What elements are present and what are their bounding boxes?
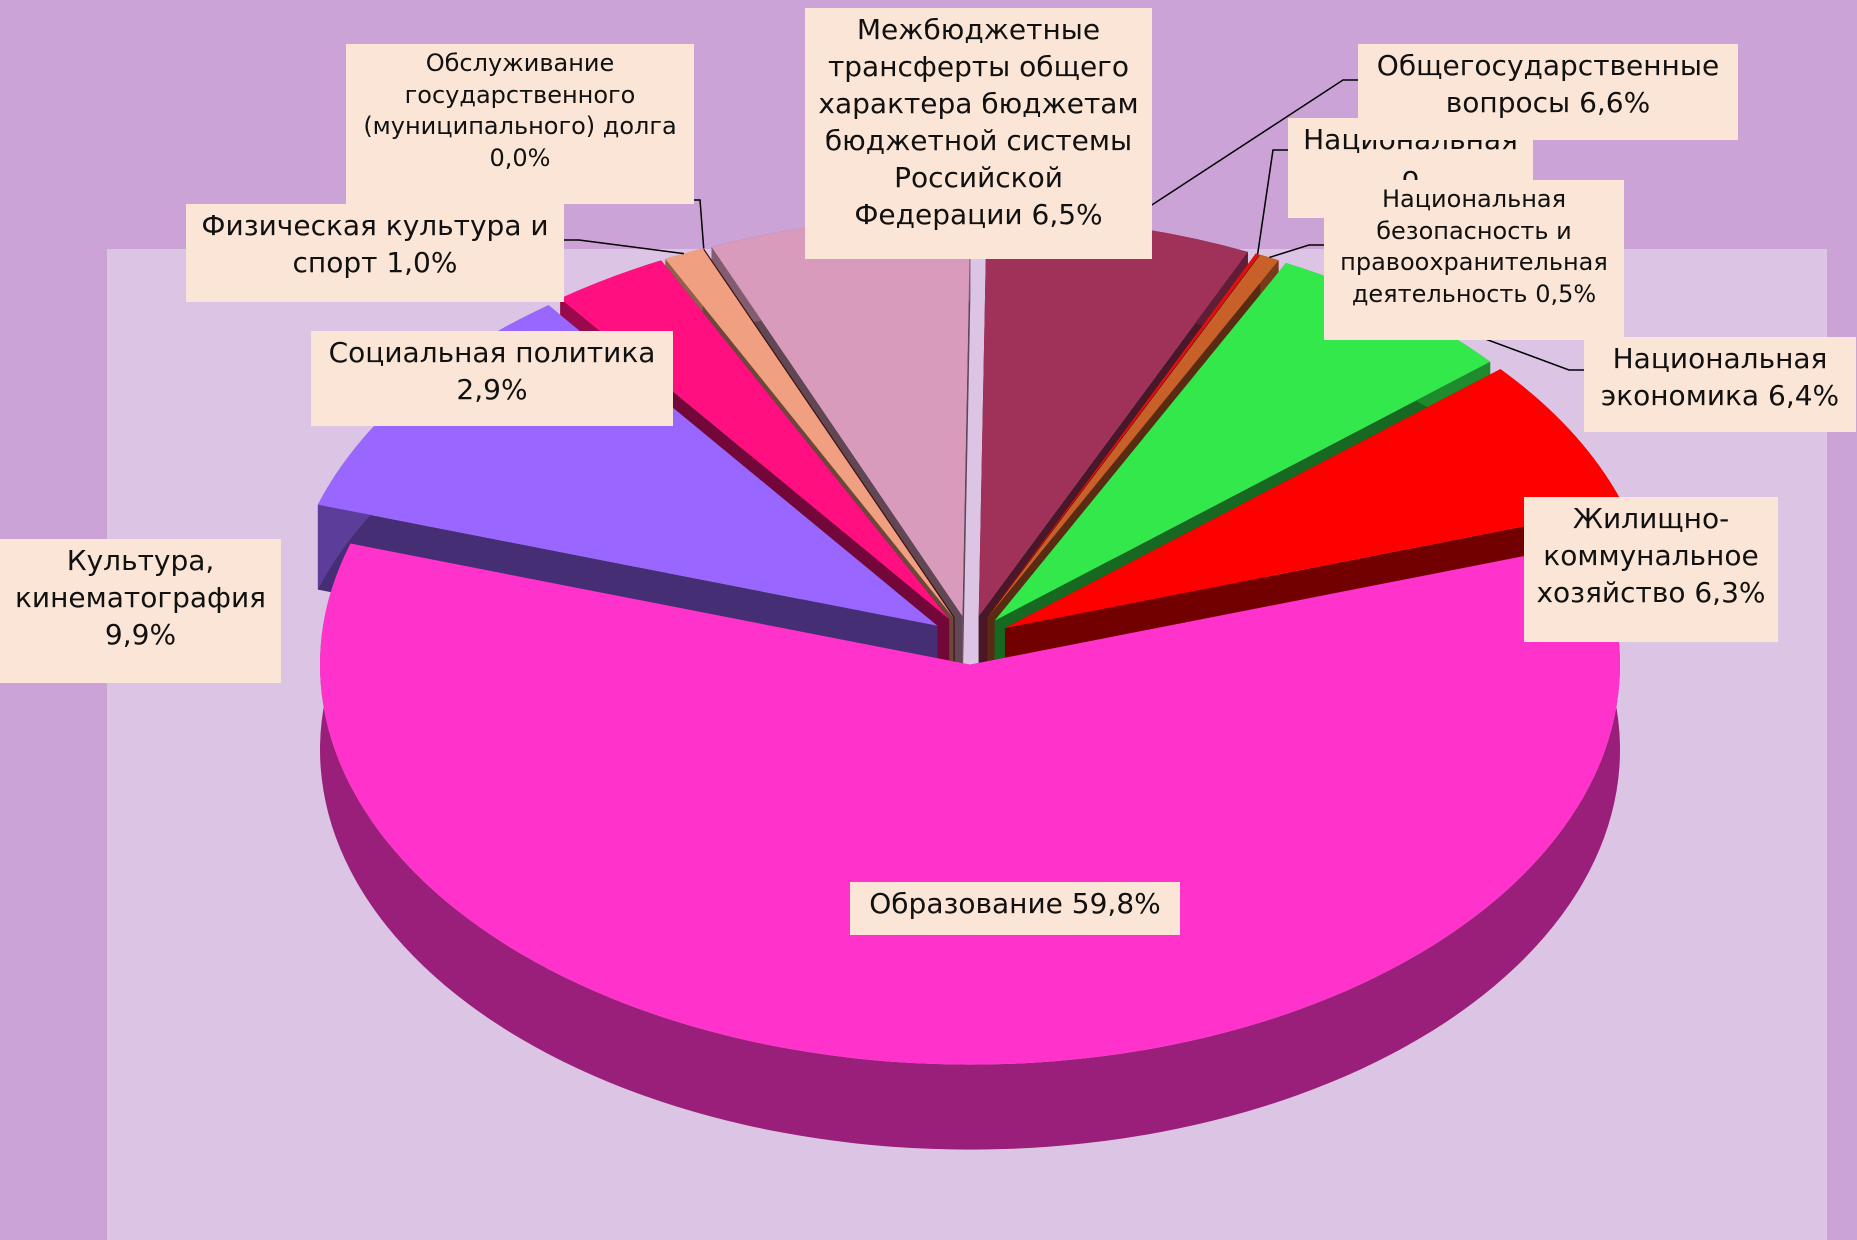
- data-label: Национальная экономика 6,4%: [1584, 337, 1856, 432]
- slice: [994, 263, 1491, 621]
- category-name: Межбюджетные трансферты общего характера…: [818, 13, 1139, 231]
- leader-line: [1119, 79, 1358, 227]
- slice: [711, 215, 971, 616]
- data-label: Образование 59,8%: [850, 882, 1180, 935]
- slice-side: [962, 215, 971, 701]
- value-label: 0,0%: [489, 144, 551, 173]
- category-name: Социальная политика: [328, 336, 656, 369]
- value-label: 6,5%: [1031, 197, 1103, 231]
- leader-line: [564, 239, 684, 255]
- leader-line: [685, 199, 705, 249]
- category-name: Культура, кинематография: [15, 544, 266, 614]
- value-label: 6,6%: [1579, 85, 1651, 119]
- category-name: Физическая культура и спорт: [201, 209, 549, 279]
- value-label: 6,3%: [1694, 575, 1766, 609]
- slice: [703, 248, 955, 618]
- category-name: Общегосударственные вопросы: [1376, 49, 1720, 119]
- value-label: 1,0%: [386, 245, 458, 279]
- category-name: Жилищно-коммунальное хозяйство: [1536, 502, 1759, 609]
- data-label: Жилищно-коммунальное хозяйство 6,3%: [1524, 497, 1778, 642]
- leader-line: [1269, 244, 1324, 259]
- data-label: Физическая культура и спорт 1,0%: [186, 204, 564, 302]
- slice: [987, 254, 1279, 618]
- slice: [320, 543, 1621, 1065]
- value-label: 6,4%: [1768, 378, 1840, 412]
- slice: [978, 216, 1248, 616]
- data-label: Национальная безопасность и правоохранит…: [1324, 180, 1624, 340]
- data-label: Межбюджетные трансферты общего характера…: [805, 8, 1152, 259]
- category-name: Обслуживание государственного (муниципал…: [363, 49, 677, 141]
- leader-line: [1256, 149, 1288, 255]
- data-label: Общегосударственные вопросы 6,6%: [1358, 44, 1738, 140]
- data-label: Культура, кинематография 9,9%: [0, 539, 281, 683]
- value-label: 59,8%: [1071, 887, 1161, 920]
- category-name: Национальная экономика: [1600, 342, 1828, 412]
- value-label: 0,5%: [1535, 280, 1597, 309]
- data-label: Социальная политика 2,9%: [311, 331, 673, 426]
- slice: [986, 253, 1260, 618]
- slice: [665, 248, 954, 618]
- category-name: Национальная безопасность и правоохранит…: [1340, 185, 1608, 309]
- value-label: 2,9%: [456, 372, 528, 406]
- data-label: Обслуживание государственного (муниципал…: [346, 44, 694, 204]
- category-name: Образование: [869, 887, 1063, 920]
- value-label: 9,9%: [104, 617, 177, 651]
- slice: [1004, 369, 1625, 629]
